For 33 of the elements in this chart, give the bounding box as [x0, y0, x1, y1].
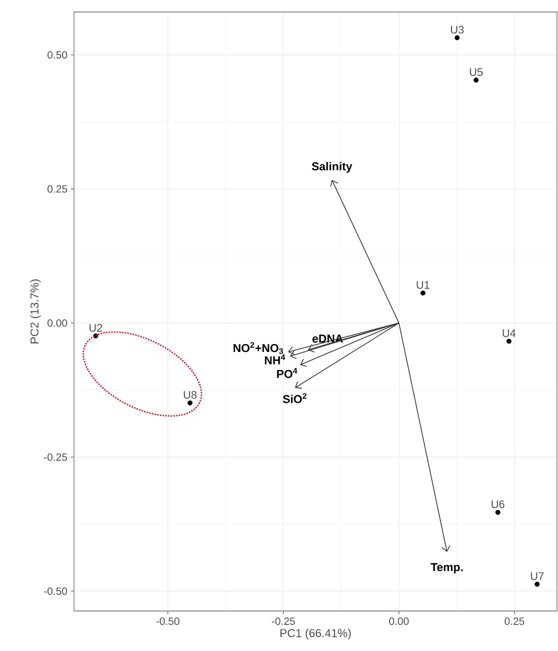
annotation: Temp.: [430, 563, 463, 574]
series-label: U2: [90, 324, 102, 332]
y-tick-label: -0.25: [44, 453, 68, 461]
y-tick-label: 0.25: [48, 185, 68, 193]
annotation: PO$^{4}$: [277, 368, 298, 378]
point: [188, 400, 193, 406]
point: [420, 290, 426, 296]
annotation: NH$^{4}$: [264, 354, 286, 364]
point: [474, 78, 479, 83]
series-label: U5: [470, 68, 483, 76]
x-tick-label: 0.00: [389, 618, 409, 625]
x-tick-label: 0.25: [504, 618, 524, 625]
series-label: U4: [502, 329, 516, 338]
y-axis-title: PC2 (13.7%): [30, 279, 41, 344]
y-tick-label: -0.50: [44, 587, 68, 595]
x-tick-label: -0.50: [156, 618, 180, 625]
point: [454, 35, 460, 40]
annotation: SiO$^{2}$: [282, 393, 306, 404]
series-label: U8: [184, 390, 197, 399]
series-label: U7: [530, 572, 544, 580]
y-tick-label: 0.00: [48, 319, 68, 327]
x-axis-title: PC1 (66.41%): [280, 628, 351, 640]
series-label: U3: [451, 26, 464, 34]
series-label: U6: [492, 500, 504, 508]
x-tick-label: -0.25: [272, 618, 295, 625]
point: [534, 582, 540, 587]
y-tick-label: 0.50: [48, 51, 68, 59]
annotation: NO$^{2}$+NO$_{3}$: [234, 342, 284, 354]
point: [495, 510, 500, 515]
annotation: Salinity: [312, 162, 352, 173]
annotation: eDNA: [312, 334, 343, 343]
point: [506, 338, 512, 344]
series-label: U1: [416, 281, 430, 289]
